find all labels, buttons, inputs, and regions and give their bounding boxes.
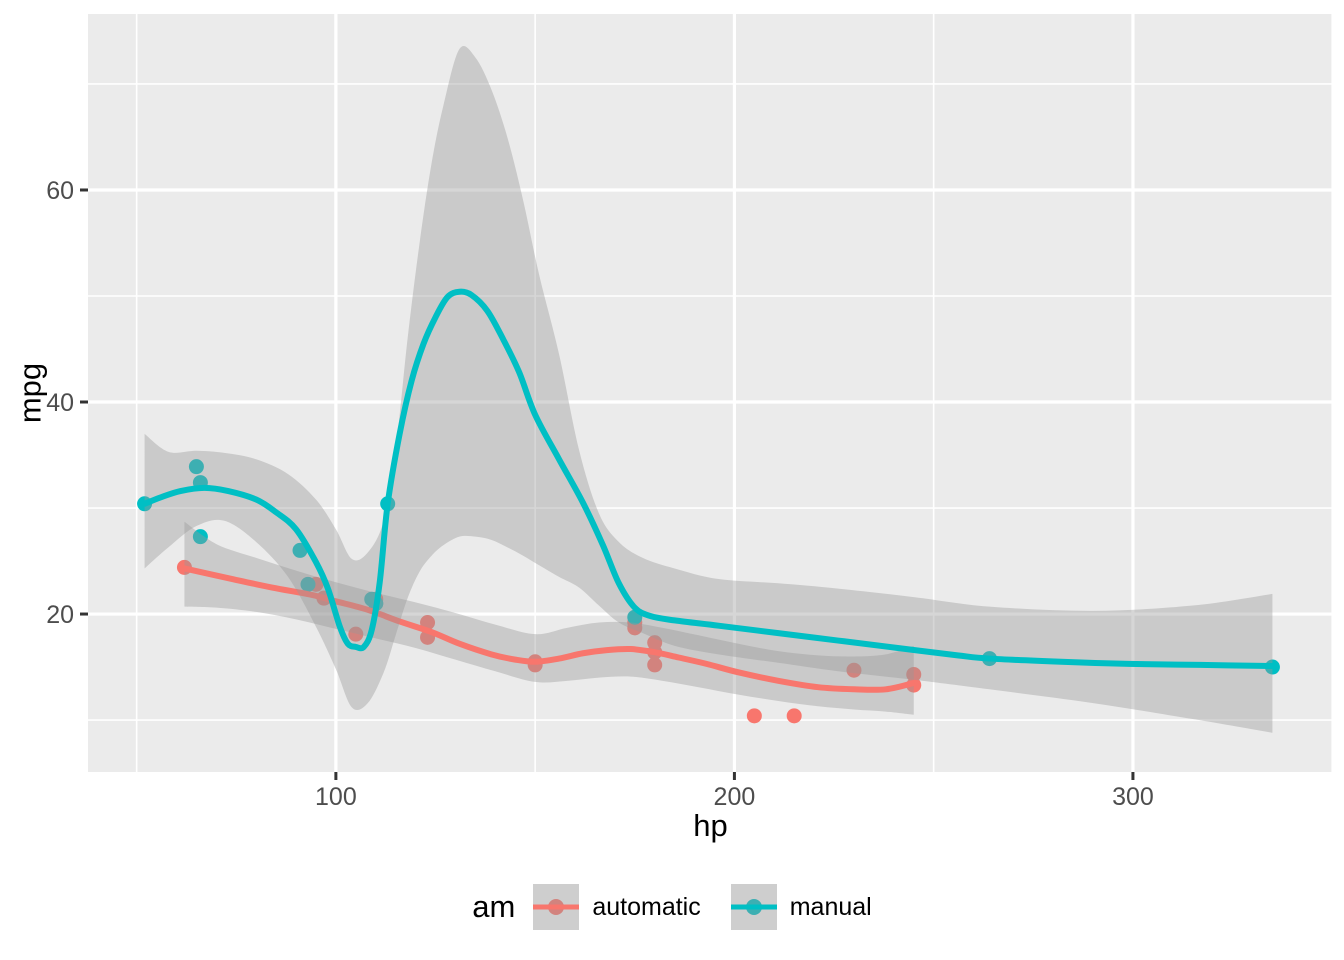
legend: am automatic manual	[0, 884, 1344, 930]
data-point-automatic	[906, 666, 922, 682]
y-axis-title: mpg	[12, 362, 48, 424]
legend-label-manual: manual	[789, 892, 872, 921]
data-point-automatic	[786, 708, 802, 724]
confidence-ribbon-manual	[144, 46, 1273, 733]
x-tick-label: 300	[1112, 783, 1154, 811]
plot-panel: 100 200 300 20 40 60	[46, 14, 1333, 811]
data-point-automatic	[846, 662, 862, 678]
data-point-automatic	[746, 708, 762, 724]
data-point-automatic	[647, 657, 663, 673]
legend-key-manual-icon	[730, 884, 777, 930]
legend-entry-manual: manual	[730, 884, 872, 930]
y-tick-label: 20	[46, 601, 74, 629]
data-point-automatic	[348, 626, 364, 642]
data-point-automatic	[647, 635, 663, 651]
y-tick-label: 60	[46, 177, 74, 205]
legend-title: am	[472, 889, 516, 924]
legend-label-automatic: automatic	[592, 892, 701, 921]
data-point-manual	[192, 529, 208, 545]
x-tick-label: 100	[315, 783, 357, 811]
panel-background	[88, 14, 1333, 772]
legend-entry-automatic: automatic	[533, 884, 701, 930]
smooth-line-manual	[141, 288, 1276, 669]
y-tick-label: 40	[46, 389, 74, 417]
x-tick-label: 200	[714, 783, 756, 811]
smooth-line-automatic	[181, 565, 917, 693]
data-point-manual	[292, 542, 308, 558]
legend-key-automatic-icon	[533, 884, 580, 930]
confidence-ribbon-automatic	[184, 521, 914, 715]
data-point-manual	[188, 459, 204, 475]
x-axis-title: hp	[693, 808, 728, 843]
data-point-manual	[300, 576, 316, 592]
